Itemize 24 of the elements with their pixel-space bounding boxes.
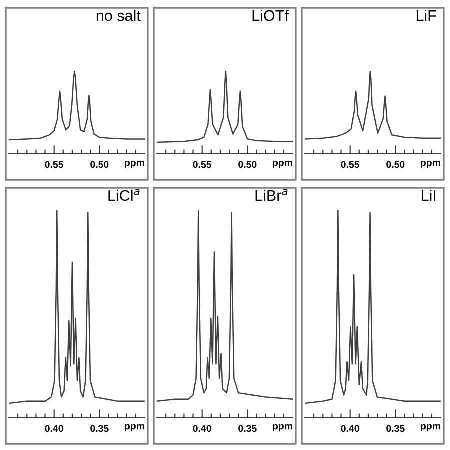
chart-title: LiOTf xyxy=(252,10,289,22)
x-axis-title: ppm xyxy=(421,160,440,168)
chart-title: LiI xyxy=(422,190,436,202)
chart-title: LiCl$^{a}$ xyxy=(108,189,140,202)
x-axis-title: ppm xyxy=(125,160,144,168)
x-tick-label: 0.40 xyxy=(193,425,212,432)
x-axis-title: ppm xyxy=(421,424,440,432)
x-tick-label: 0.40 xyxy=(45,425,64,432)
x-axis-title: ppm xyxy=(125,424,144,432)
chart-title: LiBr$^{a}$ xyxy=(256,189,288,201)
x-tick-label: 0.55 xyxy=(341,161,360,168)
x-tick-label: 0.35 xyxy=(386,425,405,432)
chart-title: LiF xyxy=(416,10,436,22)
x-tick-label: 0.35 xyxy=(90,425,109,432)
x-tick-label: 0.40 xyxy=(341,425,360,432)
x-tick-label: 0.55 xyxy=(45,161,64,168)
x-axis-title: ppm xyxy=(273,424,292,432)
x-tick-label: 0.50 xyxy=(238,161,257,168)
x-tick-label: 0.50 xyxy=(386,161,405,168)
x-tick-label: 0.50 xyxy=(90,161,109,168)
x-tick-label: 0.55 xyxy=(193,161,212,168)
x-tick-label: 0.35 xyxy=(238,425,257,432)
chart-title: no salt xyxy=(96,10,141,22)
x-axis-title: ppm xyxy=(273,160,292,168)
